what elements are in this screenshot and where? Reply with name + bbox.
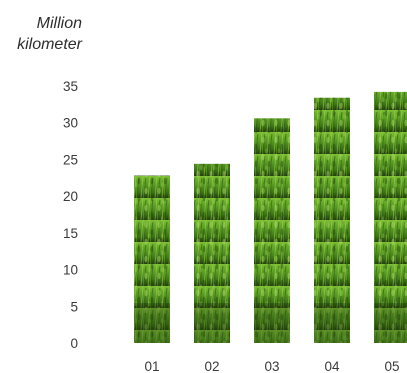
y-tick-label: 35 bbox=[63, 79, 78, 94]
x-tick-label: 01 bbox=[144, 359, 159, 373]
y-tick-label: 30 bbox=[63, 116, 78, 131]
y-axis-title-line-1: Million bbox=[37, 15, 82, 32]
y-tick-label: 5 bbox=[70, 299, 78, 314]
x-tick-label: 03 bbox=[264, 359, 279, 373]
bar bbox=[134, 175, 170, 343]
x-axis-ticks: 01 02 03 04 05 bbox=[144, 359, 399, 373]
y-tick-label: 15 bbox=[63, 226, 78, 241]
x-tick-label: 04 bbox=[324, 359, 340, 373]
bar bbox=[254, 118, 290, 344]
x-tick-label: 02 bbox=[204, 359, 219, 373]
y-axis-title-line-2: kilometer bbox=[17, 36, 83, 53]
y-tick-label: 10 bbox=[63, 263, 78, 278]
y-axis-title: Million kilometer bbox=[17, 15, 83, 53]
bar bbox=[194, 163, 230, 343]
bar bbox=[374, 91, 407, 343]
y-tick-label: 20 bbox=[63, 189, 78, 204]
y-axis-ticks: 0 5 10 15 20 25 30 35 bbox=[63, 79, 78, 351]
bar bbox=[314, 97, 350, 344]
x-tick-label: 05 bbox=[384, 359, 399, 373]
y-tick-label: 25 bbox=[63, 152, 78, 167]
y-tick-label: 0 bbox=[70, 336, 78, 351]
bars bbox=[134, 91, 407, 344]
